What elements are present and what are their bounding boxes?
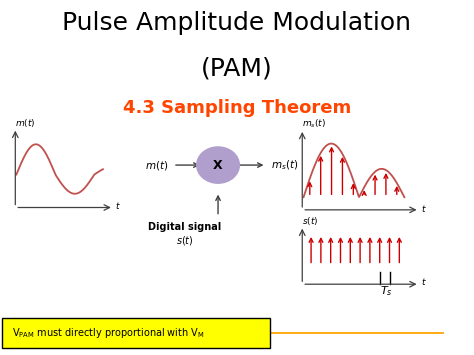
Ellipse shape	[197, 147, 239, 183]
Text: Digital signal
$s(t)$: Digital signal $s(t)$	[148, 222, 221, 247]
Text: (PAM): (PAM)	[201, 57, 273, 81]
Text: $m_s(t)$: $m_s(t)$	[302, 118, 326, 130]
Text: 4.3 Sampling Theorem: 4.3 Sampling Theorem	[123, 99, 351, 118]
Text: $m(t)$: $m(t)$	[145, 159, 168, 171]
Text: $t$: $t$	[421, 203, 427, 214]
Text: $m(t)$: $m(t)$	[15, 117, 36, 129]
Text: $t$: $t$	[115, 200, 121, 211]
Text: $t$: $t$	[421, 277, 427, 288]
Text: $T_s$: $T_s$	[380, 284, 392, 297]
Text: X: X	[213, 159, 223, 171]
Text: Pulse Amplitude Modulation: Pulse Amplitude Modulation	[63, 11, 411, 35]
Text: $s(t)$: $s(t)$	[302, 215, 319, 228]
Text: $m_s(t)$: $m_s(t)$	[271, 158, 299, 172]
Text: V$_{\rm PAM}$ must directly proportional with V$_{\rm M}$: V$_{\rm PAM}$ must directly proportional…	[12, 326, 204, 340]
FancyBboxPatch shape	[2, 318, 270, 348]
